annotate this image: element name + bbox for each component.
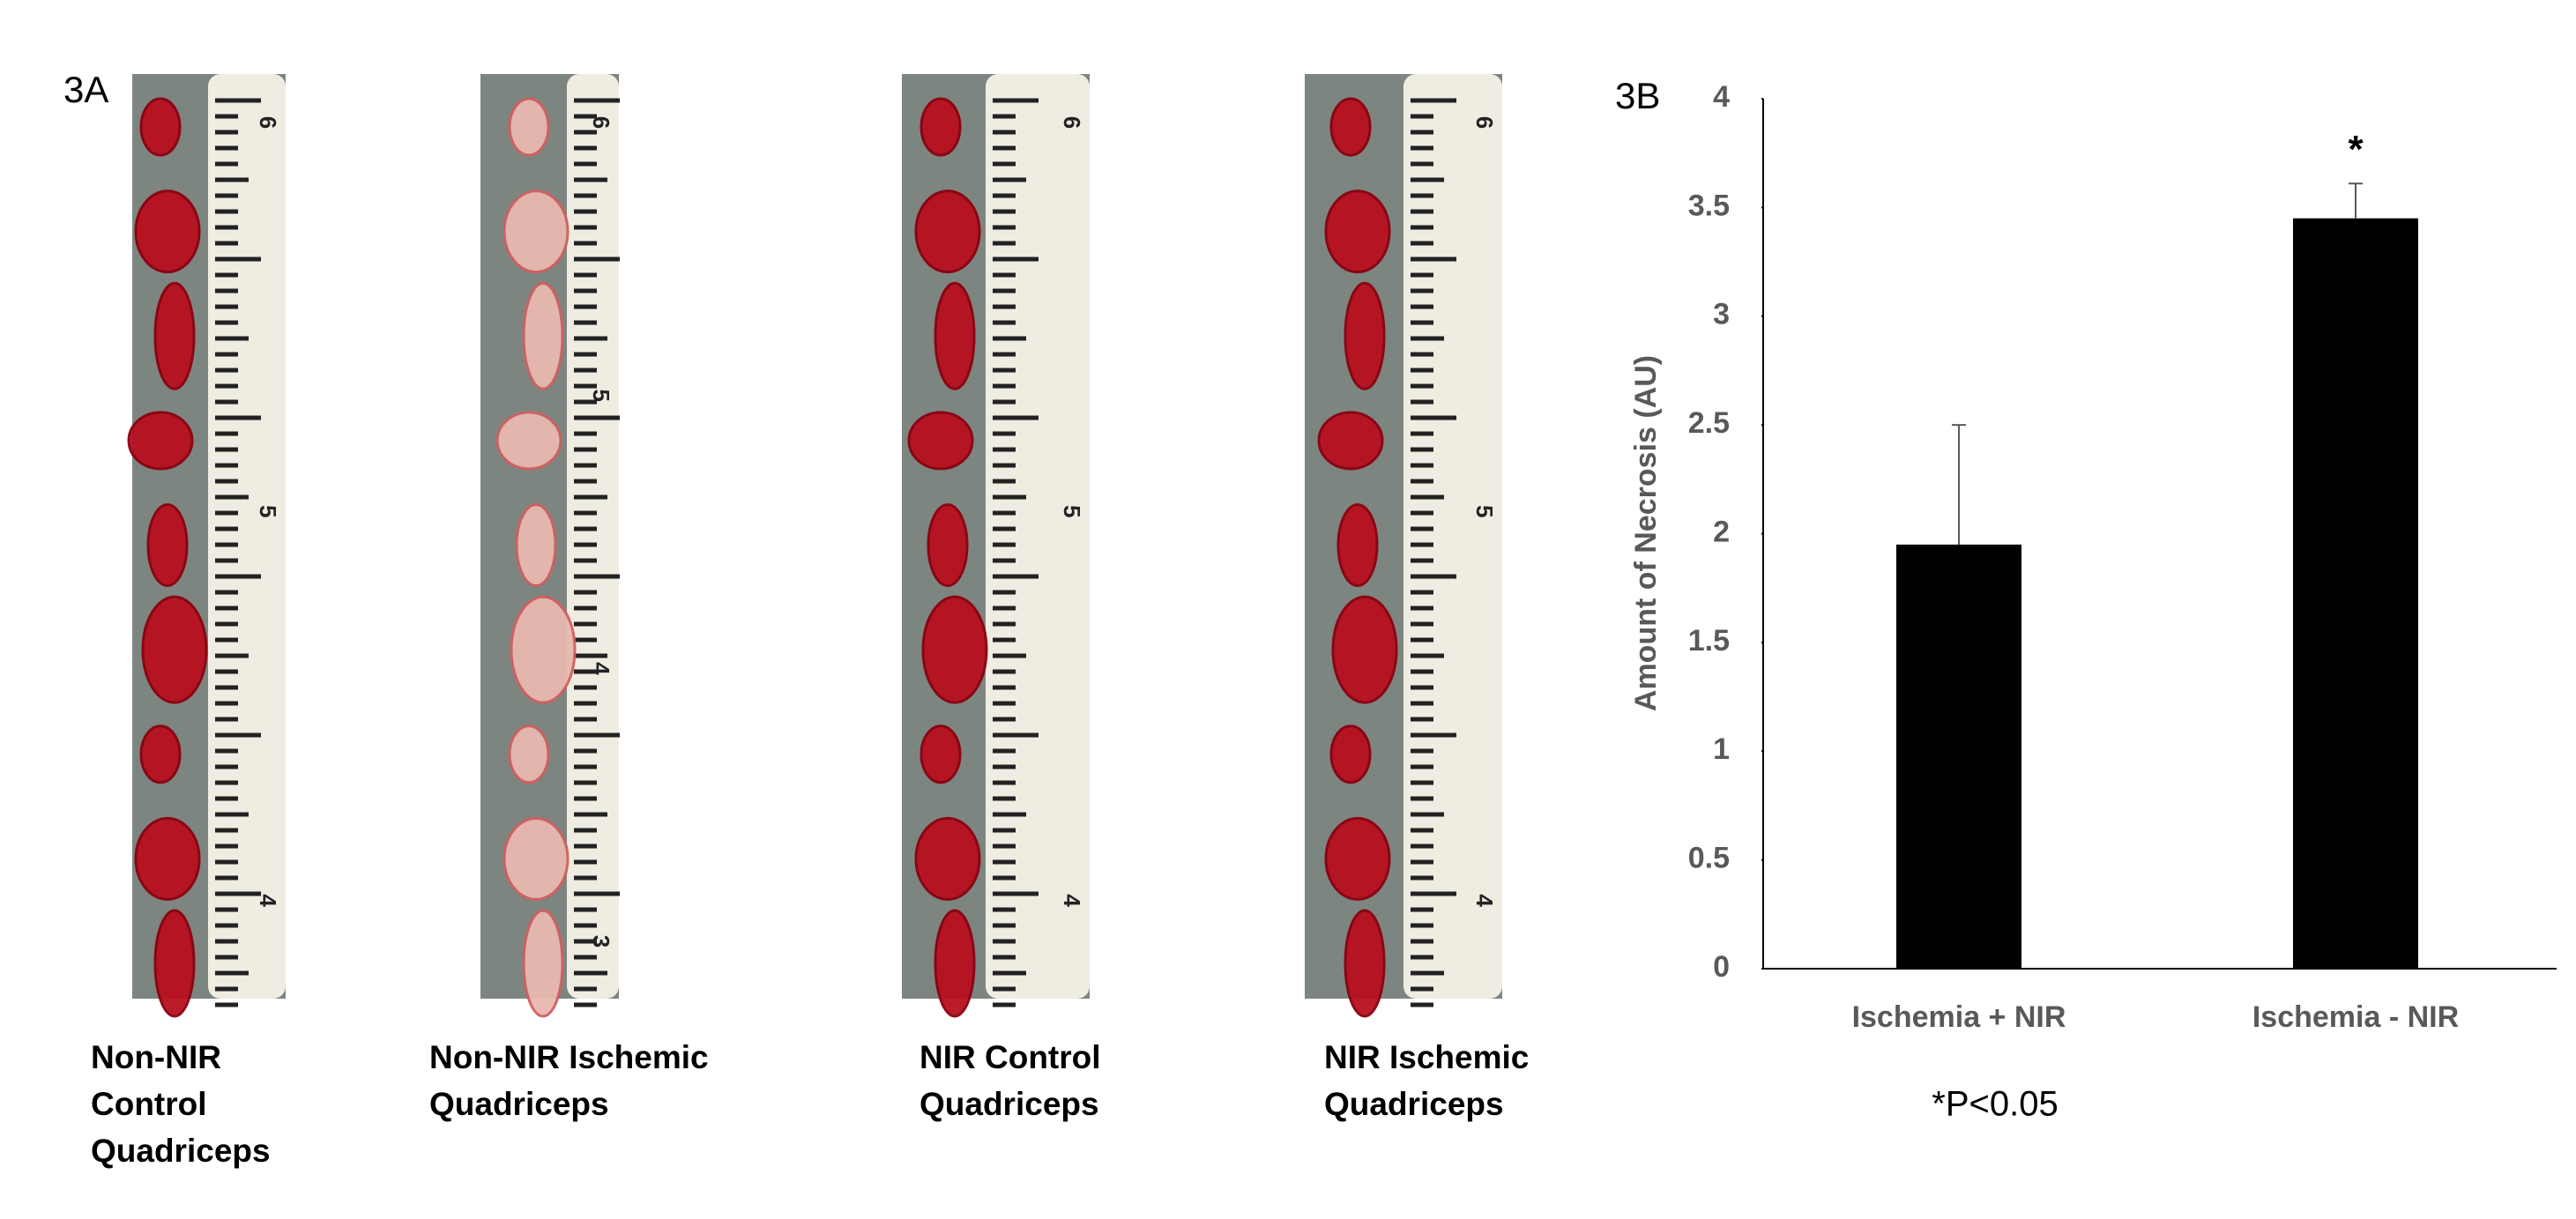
y-tick-label: 2.5	[1688, 406, 1730, 440]
tissue	[934, 281, 976, 390]
x-tick-label: Ischemia - NIR	[2252, 1000, 2459, 1034]
caption: Quadriceps	[91, 1133, 271, 1169]
tissue	[1324, 190, 1391, 274]
y-tick-label: 2	[1713, 515, 1730, 548]
tissue	[503, 190, 570, 274]
caption: Non-NIR	[91, 1039, 221, 1075]
tissue	[139, 725, 182, 784]
tissue	[1329, 725, 1372, 784]
tissue	[510, 595, 577, 704]
y-tick-label: 4	[1713, 80, 1730, 114]
tissue	[508, 97, 550, 157]
panel-label: 3A	[63, 69, 108, 110]
tissue	[515, 503, 557, 587]
ruler-number: 5	[255, 505, 281, 517]
tissue	[1336, 503, 1379, 587]
y-tick-label: 0	[1713, 950, 1730, 984]
tissue	[141, 595, 208, 704]
tissue	[522, 909, 564, 1018]
tissue	[921, 595, 988, 704]
y-tick-label: 1.5	[1688, 624, 1730, 658]
tissue	[934, 909, 976, 1018]
bar	[1896, 544, 2021, 969]
tissue	[153, 281, 196, 390]
ruler-number: 5	[588, 389, 614, 401]
tissue	[919, 725, 962, 784]
y-tick-label: 3	[1713, 298, 1730, 331]
tissue	[1329, 97, 1372, 157]
caption: Quadriceps	[919, 1086, 1099, 1122]
tissue	[1344, 909, 1386, 1018]
caption: NIR Ischemic	[1324, 1039, 1529, 1075]
tissue	[146, 503, 189, 587]
tissue	[907, 411, 974, 471]
tissue	[1324, 816, 1391, 901]
tissue	[522, 281, 564, 390]
tissue	[134, 816, 201, 901]
ruler-number: 5	[1471, 505, 1498, 517]
footnote: *P<0.05	[1932, 1085, 2058, 1124]
ruler-number: 6	[255, 116, 281, 129]
tissue	[927, 503, 969, 587]
bar	[2293, 218, 2418, 969]
caption: Quadriceps	[429, 1086, 609, 1122]
tissue	[139, 97, 182, 157]
y-tick-label: 3.5	[1688, 189, 1730, 222]
tissue	[508, 725, 550, 784]
x-tick-label: Ischemia + NIR	[1852, 1000, 2066, 1034]
caption: Control	[91, 1086, 207, 1122]
ruler-number: 4	[1471, 894, 1498, 907]
caption: Non-NIR Ischemic	[429, 1039, 709, 1075]
tissue	[914, 190, 981, 274]
tissue	[914, 816, 981, 901]
panel-label: 3B	[1615, 75, 1660, 116]
y-axis-label: Amount of Necrosis (AU)	[1629, 355, 1663, 711]
tissue	[134, 190, 201, 274]
y-tick-label: 0.5	[1688, 842, 1730, 875]
ruler-number: 6	[588, 116, 614, 129]
y-tick-label: 1	[1713, 732, 1730, 766]
tissue	[1331, 595, 1398, 704]
ruler-number: 4	[1059, 894, 1085, 907]
caption: NIR Control	[919, 1039, 1101, 1075]
tissue	[1344, 281, 1386, 390]
ruler-number: 4	[588, 662, 614, 675]
tissue	[919, 97, 962, 157]
ruler-number: 6	[1471, 116, 1498, 129]
ruler-number: 5	[1059, 505, 1085, 517]
significance-mark: *	[2348, 128, 2364, 171]
tissue	[495, 411, 562, 471]
ruler-number: 6	[1059, 116, 1085, 129]
ruler-number: 3	[588, 935, 614, 948]
tissue	[503, 816, 570, 901]
tissue	[127, 411, 194, 471]
tissue	[1317, 411, 1384, 471]
tissue	[153, 909, 196, 1018]
caption: Quadriceps	[1324, 1086, 1504, 1122]
ruler-number: 4	[255, 894, 281, 907]
